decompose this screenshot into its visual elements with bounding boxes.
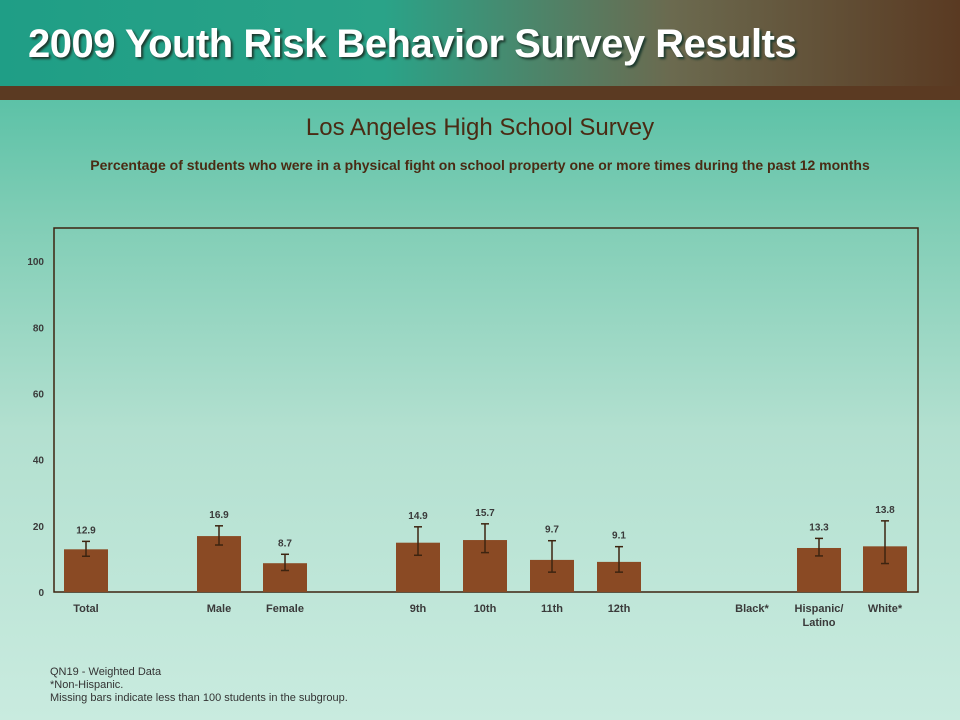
x-category-label: Total — [73, 603, 98, 615]
header-divider — [0, 86, 960, 100]
x-category-label: White* — [868, 603, 903, 615]
y-tick-label: 80 — [33, 323, 45, 334]
data-label: 9.1 — [612, 531, 626, 542]
x-category-label: 11th — [541, 603, 563, 615]
data-label: 13.3 — [809, 522, 829, 533]
y-tick-label: 20 — [33, 522, 45, 533]
x-category-label: Hispanic/Latino — [795, 603, 844, 629]
data-label: 15.7 — [475, 508, 495, 519]
footnote-missing-bars: Missing bars indicate less than 100 stud… — [50, 692, 348, 704]
footnote-weighted-data: QN19 - Weighted Data — [50, 666, 162, 678]
x-category-label: 10th — [474, 603, 497, 615]
x-category-label: 12th — [608, 603, 631, 615]
x-category-label: Female — [266, 603, 304, 615]
y-tick-label: 100 — [27, 257, 44, 268]
header-banner — [0, 0, 960, 86]
x-category-label: 9th — [410, 603, 427, 615]
y-tick-label: 60 — [33, 389, 45, 400]
x-category-label: Male — [207, 603, 231, 615]
page-title: 2009 Youth Risk Behavior Survey Results — [28, 22, 797, 66]
y-tick-label: 40 — [33, 456, 45, 467]
chart-subtitle: Percentage of students who were in a phy… — [90, 157, 870, 173]
footnotes: QN19 - Weighted Data *Non-Hispanic. Miss… — [50, 666, 348, 705]
chart-title: Los Angeles High School Survey — [305, 114, 655, 141]
data-label: 13.8 — [875, 505, 895, 516]
data-label: 12.9 — [76, 525, 96, 536]
data-label: 14.9 — [408, 511, 428, 522]
data-label: 9.7 — [545, 525, 559, 536]
footnote-non-hispanic: *Non-Hispanic. — [50, 679, 124, 691]
data-label: 16.9 — [209, 510, 229, 521]
plot-frame — [53, 227, 919, 593]
data-label: 8.7 — [278, 538, 292, 549]
x-category-label: Black* — [735, 603, 769, 615]
y-tick-label: 0 — [38, 588, 44, 599]
